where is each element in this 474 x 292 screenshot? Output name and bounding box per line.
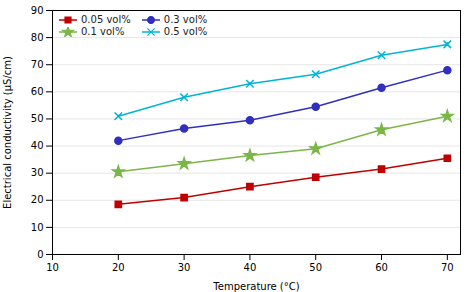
svg-text:10: 10 xyxy=(46,262,59,273)
svg-text:50: 50 xyxy=(31,113,44,124)
svg-text:70: 70 xyxy=(31,59,44,70)
html-text:0.1 vol%: 0.1 vol% xyxy=(81,26,125,37)
svg-text:10: 10 xyxy=(31,222,44,233)
html-text:0.3 vol%: 0.3 vol% xyxy=(163,14,208,25)
svg-text:20: 20 xyxy=(31,194,44,205)
svg-text:40: 40 xyxy=(31,140,44,151)
svg-text:Electrical conductivity (µS/cm: Electrical conductivity (µS/cm) xyxy=(2,56,13,209)
html-text:0.5 vol%: 0.5 vol% xyxy=(163,26,208,37)
html-text:0.05 vol%: 0.05 vol% xyxy=(81,14,131,25)
svg-text:Temperature (°C): Temperature (°C) xyxy=(212,281,299,292)
svg-text:40: 40 xyxy=(244,262,257,273)
svg-text:70: 70 xyxy=(441,262,454,273)
svg-text:60: 60 xyxy=(31,86,44,97)
svg-text:20: 20 xyxy=(112,262,125,273)
svg-text:60: 60 xyxy=(375,262,388,273)
svg-text:30: 30 xyxy=(31,167,44,178)
svg-text:0: 0 xyxy=(37,249,43,260)
svg-text:30: 30 xyxy=(178,262,191,273)
svg-text:80: 80 xyxy=(31,32,44,43)
svg-text:50: 50 xyxy=(309,262,322,273)
svg-text:90: 90 xyxy=(31,5,44,16)
